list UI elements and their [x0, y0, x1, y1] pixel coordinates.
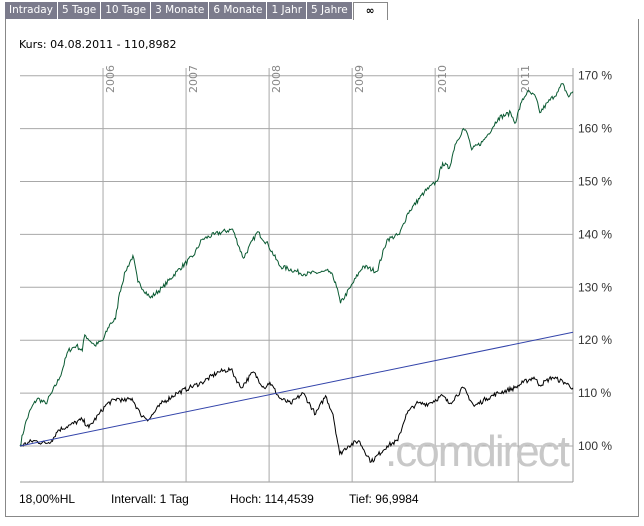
scale-info: 18,00%HL — [19, 492, 76, 506]
x-tick-label: 2010 — [436, 65, 449, 93]
benchmark-line — [19, 83, 574, 447]
tab-intraday[interactable]: Intraday — [5, 2, 58, 19]
y-tick-label: 120 % — [578, 333, 612, 347]
x-tick-label: 2011 — [519, 65, 532, 93]
period-tabs: Intraday 5 Tage 10 Tage 3 Monate 6 Monat… — [5, 2, 388, 20]
y-tick-label: 170 % — [578, 69, 612, 83]
price-line — [19, 366, 574, 463]
y-tick-label: 140 % — [578, 227, 612, 241]
x-tick-label: 2008 — [270, 65, 283, 93]
watermark: .comdirect — [385, 427, 570, 476]
price-info: Kurs: 04.08.2011 - 110,8982 — [19, 38, 177, 51]
tab-3-monate[interactable]: 3 Monate — [151, 2, 210, 19]
y-tick-label: 110 % — [578, 386, 611, 400]
tab-5-jahre[interactable]: 5 Jahre — [307, 2, 353, 19]
tab-1-jahr[interactable]: 1 Jahr — [267, 2, 308, 19]
tab-max[interactable]: ∞ — [352, 2, 388, 20]
x-tick-label: 2009 — [353, 65, 366, 93]
chart-frame — [5, 19, 639, 517]
y-tick-label: 100 % — [578, 439, 612, 453]
tab-10-tage[interactable]: 10 Tage — [101, 2, 152, 19]
high-info: Hoch: 114,4539 — [230, 492, 314, 506]
x-tick-label: 2006 — [104, 65, 117, 93]
x-tick-label: 2007 — [187, 65, 200, 93]
tab-6-monate[interactable]: 6 Monate — [209, 2, 268, 19]
y-tick-label: 150 % — [578, 175, 612, 189]
trend-line — [19, 331, 574, 447]
y-tick-label: 160 % — [578, 122, 612, 136]
tab-5-tage[interactable]: 5 Tage — [57, 2, 102, 19]
low-info: Tief: 96,9984 — [349, 492, 419, 506]
interval-info: Intervall: 1 Tag — [111, 492, 189, 506]
y-tick-label: 130 % — [578, 280, 612, 294]
